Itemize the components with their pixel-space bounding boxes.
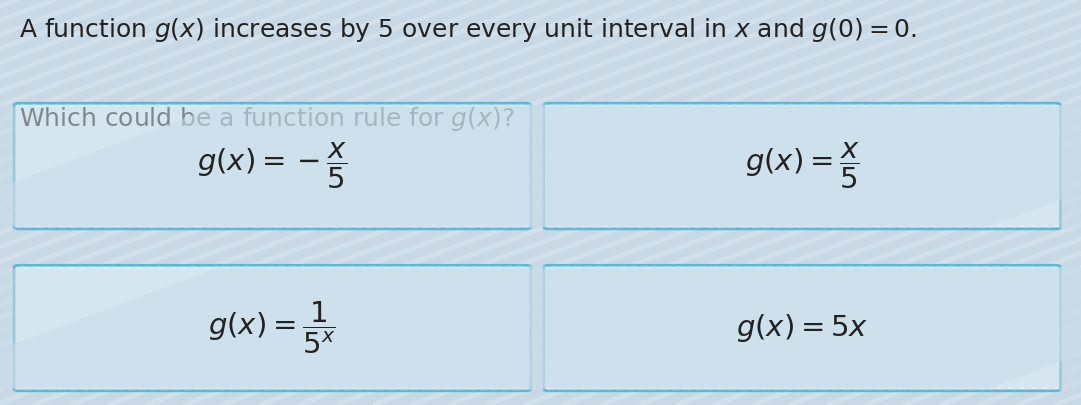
FancyBboxPatch shape — [544, 103, 1060, 229]
FancyBboxPatch shape — [544, 265, 1060, 391]
Text: $g(x) = -\dfrac{x}{5}$: $g(x) = -\dfrac{x}{5}$ — [197, 141, 348, 191]
Text: $g(x) = \dfrac{x}{5}$: $g(x) = \dfrac{x}{5}$ — [745, 141, 859, 191]
Text: A function $g(x)$ increases by 5 over every unit interval in $x$ and $g(0) = 0.$: A function $g(x)$ increases by 5 over ev… — [19, 16, 918, 44]
FancyBboxPatch shape — [14, 265, 531, 391]
Text: $g(x) = \dfrac{1}{5^x}$: $g(x) = \dfrac{1}{5^x}$ — [209, 300, 336, 356]
Text: Which could be a function rule for $g(x)$?: Which could be a function rule for $g(x)… — [19, 105, 515, 133]
Text: $g(x) = 5x$: $g(x) = 5x$ — [736, 312, 868, 344]
FancyBboxPatch shape — [14, 103, 531, 229]
